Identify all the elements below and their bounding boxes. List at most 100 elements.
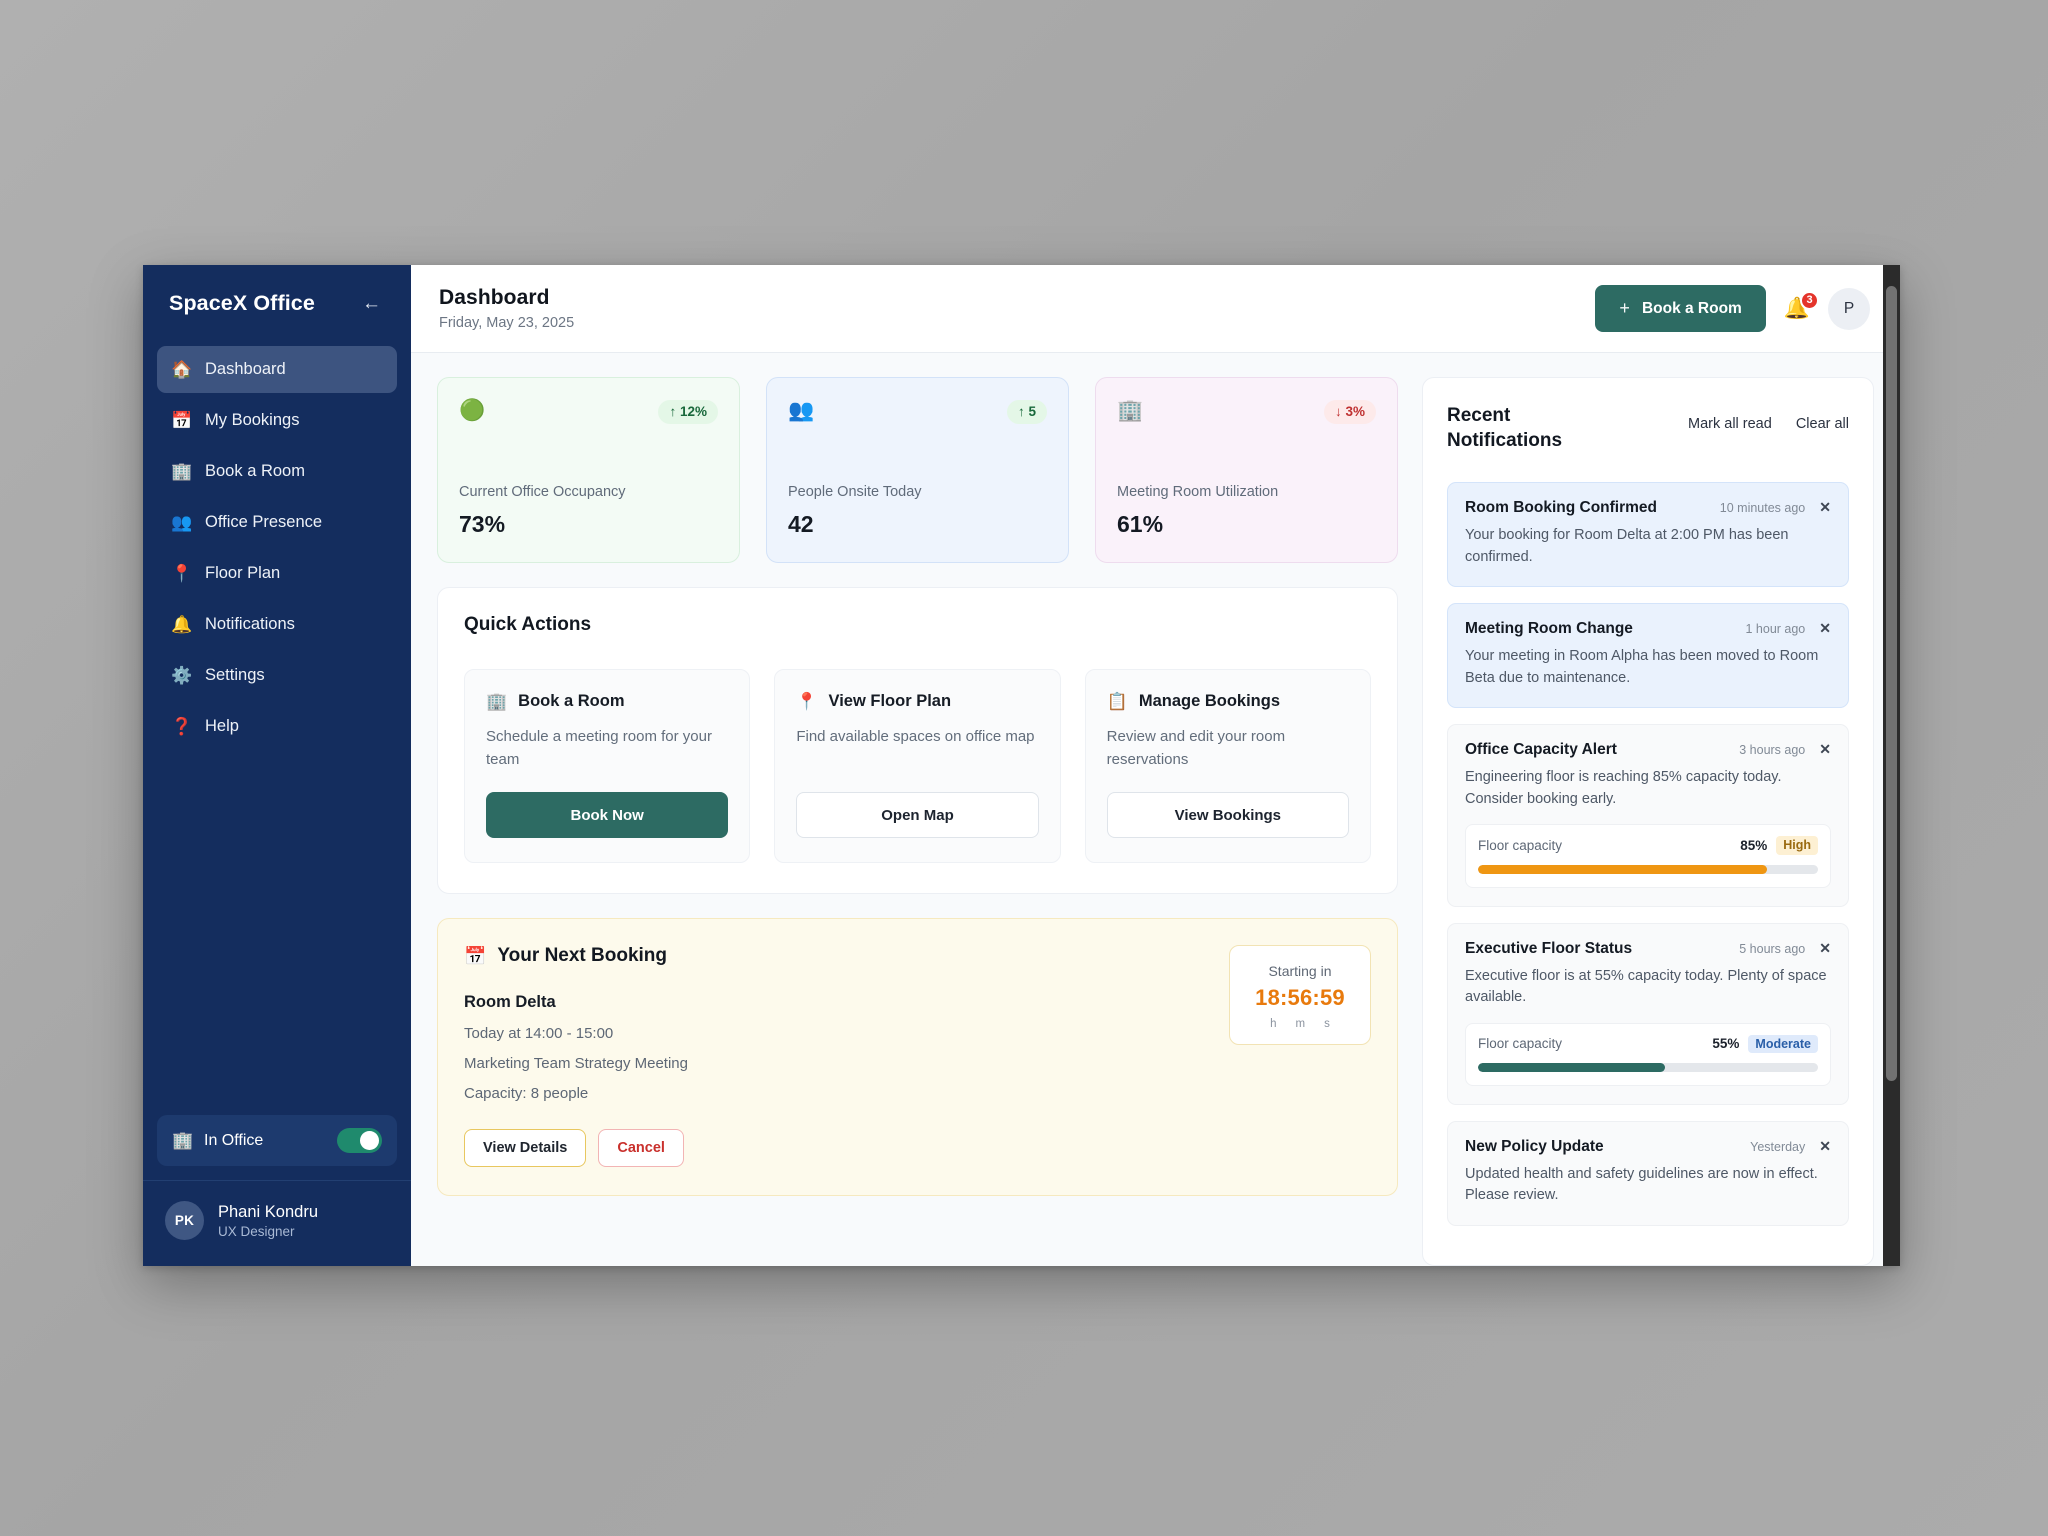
sidebar-item-book-a-room[interactable]: 🏢 Book a Room xyxy=(157,448,397,495)
capacity-values: 85% High xyxy=(1740,836,1818,855)
notification-title: New Policy Update xyxy=(1465,1138,1604,1155)
topbar: Dashboard Friday, May 23, 2025 + Book a … xyxy=(411,265,1900,353)
notification-title: Office Capacity Alert xyxy=(1465,741,1617,759)
capacity-progress-track xyxy=(1478,1063,1818,1072)
building-icon: 🏢 xyxy=(171,462,193,481)
clipboard-icon: 📋 xyxy=(1106,692,1128,711)
scrollbar-thumb[interactable] xyxy=(1886,286,1897,1081)
stat-card: 🟢 ↑ 12% Current Office Occupancy 73% xyxy=(437,377,740,563)
stat-card-top: 👥 ↑ 5 xyxy=(788,400,1047,424)
calendar-icon: 📅 xyxy=(464,946,487,966)
calendar-icon: 📅 xyxy=(171,411,193,430)
next-booking-details: 📅 Your Next Booking Room Delta Today at … xyxy=(464,945,1209,1167)
bell-icon: 🔔 xyxy=(171,615,193,634)
notification-body: Your booking for Room Delta at 2:00 PM h… xyxy=(1465,527,1789,565)
notification-item[interactable]: Executive Floor Status 5 hours ago ✕ Execut… xyxy=(1447,922,1849,1105)
sidebar-user-profile[interactable]: PK Phani Kondru UX Designer xyxy=(143,1180,411,1266)
stat-card-body: Meeting Room Utilization 61% xyxy=(1117,484,1376,538)
user-role: UX Designer xyxy=(218,1224,295,1240)
notification-top: Meeting Room Change 1 hour ago ✕ xyxy=(1465,620,1831,638)
notifications-title: Recent Notifications xyxy=(1447,405,1563,451)
quick-action-cards: 🏢 Book a Room Schedule a meeting room for … xyxy=(464,669,1371,863)
quick-action-name: Book a Room xyxy=(518,692,625,710)
people-icon: 👥 xyxy=(171,513,193,532)
sidebar-item-office-presence[interactable]: 👥 Office Presence xyxy=(157,499,397,546)
quick-action-card: 🏢 Book a Room Schedule a meeting room for … xyxy=(464,669,751,863)
notification-timestamp: 5 hours ago xyxy=(1739,941,1806,956)
arrow-left-icon[interactable]: ← xyxy=(362,293,381,314)
sidebar-item-help[interactable]: ❓ Help xyxy=(157,703,397,750)
notification-title: Executive Floor Status xyxy=(1465,939,1633,957)
quick-actions-title: Quick Actions xyxy=(464,614,592,635)
content-region: 🟢 ↑ 12% Current Office Occupancy 73% 👥 ↑ 5 Peo… xyxy=(411,353,1900,1266)
notification-timestamp: 3 hours ago xyxy=(1739,743,1806,758)
notifications-bell-button[interactable]: 🔔 3 xyxy=(1781,290,1819,323)
sidebar-item-label: My Bookings xyxy=(205,411,300,429)
book-a-room-button[interactable]: + Book a Room xyxy=(1595,285,1766,332)
unit-seconds: s xyxy=(1324,1018,1330,1030)
clear-all-button[interactable]: Clear all xyxy=(1795,416,1849,432)
user-name: Phani Kondru xyxy=(218,1202,318,1221)
quick-action-name: View Floor Plan xyxy=(828,692,952,710)
capacity-progress-fill xyxy=(1478,864,1767,874)
pin-icon: 📍 xyxy=(171,564,193,583)
capacity-progress-fill xyxy=(1478,1063,1665,1072)
capacity-label: Floor capacity xyxy=(1478,1036,1563,1052)
capacity-values: 55% Moderate xyxy=(1712,1034,1818,1053)
in-office-switch[interactable] xyxy=(337,1128,382,1153)
capacity-meter-top: Floor capacity 55% Moderate xyxy=(1478,1034,1818,1053)
stat-cards-row: 🟢 ↑ 12% Current Office Occupancy 73% 👥 ↑ 5 Peo… xyxy=(437,377,1398,563)
notification-body: Executive floor is at 55% capacity today… xyxy=(1465,967,1827,1006)
green-circle-icon: 🟢 xyxy=(459,399,486,422)
gear-icon: ⚙️ xyxy=(171,666,193,685)
profile-avatar-button[interactable]: P xyxy=(1828,287,1870,330)
cancel-booking-button[interactable]: Cancel xyxy=(598,1129,684,1167)
sidebar-item-my-bookings[interactable]: 📅 My Bookings xyxy=(157,397,397,444)
quick-action-button[interactable]: Book Now xyxy=(486,792,729,838)
quick-action-header: 🏢 Book a Room xyxy=(486,692,728,711)
stat-card-top: 🏢 ↓ 3% xyxy=(1117,400,1376,424)
stat-value: 73% xyxy=(459,511,506,537)
notification-timestamp: 1 hour ago xyxy=(1745,622,1806,637)
notification-title: Meeting Room Change xyxy=(1465,620,1633,638)
close-icon[interactable]: ✕ xyxy=(1819,939,1831,956)
sidebar-header: SpaceX Office ← xyxy=(143,265,411,340)
countdown-value: 18:56:59 xyxy=(1255,985,1345,1010)
notifications-list: Room Booking Confirmed 10 minutes ago ✕ You… xyxy=(1447,482,1849,1226)
sidebar-item-floor-plan[interactable]: 📍 Floor Plan xyxy=(157,550,397,597)
notification-item[interactable]: Meeting Room Change 1 hour ago ✕ Your meeti… xyxy=(1447,603,1849,709)
close-icon[interactable]: ✕ xyxy=(1819,499,1831,516)
capacity-meter: Floor capacity 85% High xyxy=(1465,824,1831,888)
mark-all-read-button[interactable]: Mark all read xyxy=(1688,416,1772,432)
sidebar-item-settings[interactable]: ⚙️ Settings xyxy=(157,652,397,699)
quick-action-header: 📋 Manage Bookings xyxy=(1107,692,1349,711)
quick-action-button[interactable]: View Bookings xyxy=(1106,792,1349,838)
close-icon[interactable]: ✕ xyxy=(1819,741,1831,758)
booking-meeting-name: Marketing Team Strategy Meeting xyxy=(464,1055,688,1072)
quick-action-button[interactable]: Open Map xyxy=(796,792,1039,838)
close-icon[interactable]: ✕ xyxy=(1819,620,1831,637)
next-booking-header: 📅 Your Next Booking xyxy=(464,945,1209,967)
sidebar-item-label: Book a Room xyxy=(205,462,305,480)
notification-item[interactable]: Office Capacity Alert 3 hours ago ✕ Enginee… xyxy=(1447,724,1849,907)
window-scrollbar[interactable] xyxy=(1883,265,1900,1266)
notification-item[interactable]: Room Booking Confirmed 10 minutes ago ✕ You… xyxy=(1447,482,1849,588)
stat-card-top: 🟢 ↑ 12% xyxy=(459,400,718,424)
booking-capacity: Capacity: 8 people xyxy=(464,1085,589,1102)
notification-count-badge: 3 xyxy=(1800,290,1819,310)
notification-item[interactable]: New Policy Update Yesterday ✕ Updated healt… xyxy=(1447,1121,1849,1226)
stat-label: Current Office Occupancy xyxy=(459,484,626,500)
sidebar-item-notifications[interactable]: 🔔 Notifications xyxy=(157,601,397,648)
view-details-button[interactable]: View Details xyxy=(464,1129,587,1167)
countdown-label: Starting in xyxy=(1268,963,1332,979)
notification-body: Engineering floor is reaching 85% capaci… xyxy=(1465,769,1782,807)
quick-actions-panel: Quick Actions 🏢 Book a Room Schedule a mee… xyxy=(437,587,1398,894)
notification-top: Office Capacity Alert 3 hours ago ✕ xyxy=(1465,741,1831,759)
booking-actions: View Details Cancel xyxy=(464,1129,1209,1167)
close-icon[interactable]: ✕ xyxy=(1819,1138,1831,1154)
countdown-timer: Starting in 18:56:59 h m s xyxy=(1229,945,1371,1045)
user-text: Phani Kondru UX Designer xyxy=(218,1202,318,1240)
quick-action-card: 📍 View Floor Plan Find available spaces on… xyxy=(774,669,1061,863)
in-office-toggle-row[interactable]: 🏢 In Office xyxy=(157,1115,397,1166)
sidebar-item-dashboard[interactable]: 🏠 Dashboard xyxy=(157,346,397,393)
